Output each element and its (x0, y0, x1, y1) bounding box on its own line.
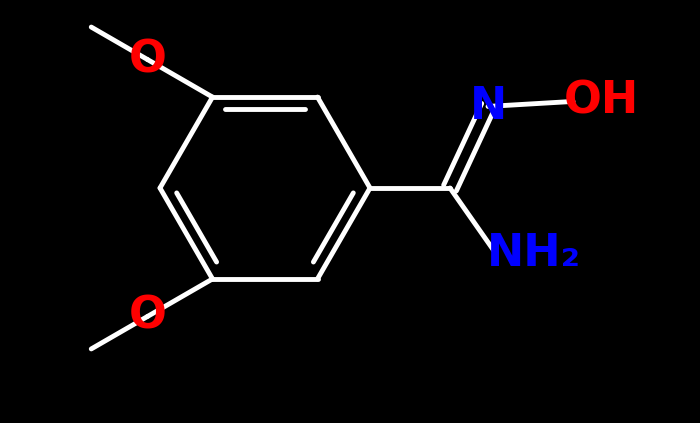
Text: N: N (470, 85, 507, 128)
Text: NH₂: NH₂ (486, 232, 581, 275)
Text: O: O (129, 38, 167, 81)
Text: OH: OH (564, 80, 638, 123)
Text: O: O (129, 295, 167, 338)
